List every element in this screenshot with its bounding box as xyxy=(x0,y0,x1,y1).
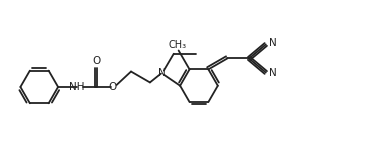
Text: NH: NH xyxy=(69,82,85,92)
Text: N: N xyxy=(269,38,277,48)
Text: O: O xyxy=(108,82,117,92)
Text: O: O xyxy=(92,56,100,66)
Text: CH₃: CH₃ xyxy=(169,40,187,50)
Text: N: N xyxy=(269,69,277,79)
Text: N: N xyxy=(158,68,166,78)
